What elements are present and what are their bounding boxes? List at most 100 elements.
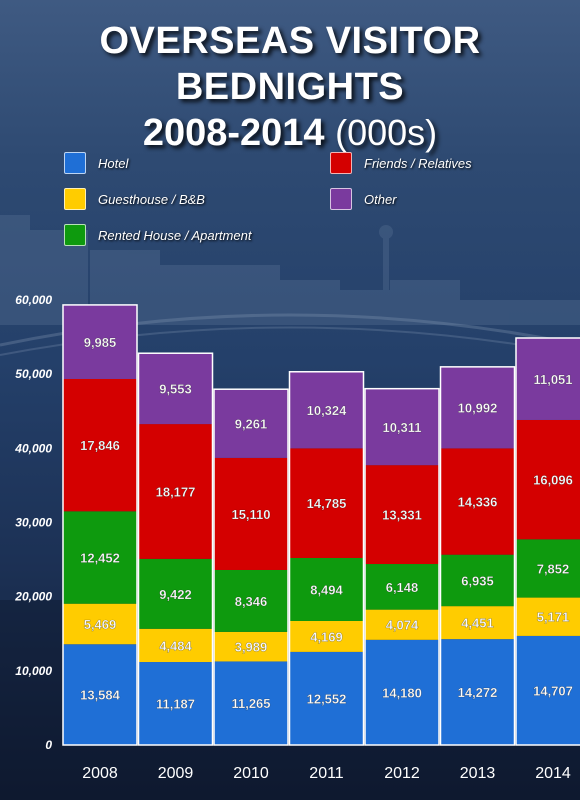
data-label: 15,110: [231, 507, 270, 522]
bar-segment: [516, 539, 580, 598]
bar-outline: [288, 371, 365, 746]
legend-swatch-rented: [64, 224, 86, 246]
bar-segment: [63, 603, 137, 645]
data-label: 10,992: [458, 401, 498, 416]
bar-segment: [214, 661, 288, 745]
bar-segment: [289, 557, 364, 621]
bar-segment: [138, 662, 213, 745]
y-tick-label: 0: [45, 738, 52, 752]
bar-segment: [289, 651, 364, 745]
data-label: 9,422: [159, 587, 192, 602]
data-label: 16,096: [533, 473, 573, 488]
data-label: 7,852: [537, 561, 570, 576]
bar-segment: [365, 639, 439, 745]
y-tick-label: 30,000: [15, 516, 52, 530]
title-unit: (000s): [335, 112, 438, 153]
data-label: 9,553: [159, 382, 192, 397]
bar-segment: [516, 419, 580, 540]
data-label: 4,484: [159, 638, 192, 653]
x-tick-label: 2011: [309, 765, 344, 782]
bar-segment: [365, 609, 439, 640]
bar-segment: [214, 631, 288, 662]
title-years: 2008-2014: [142, 112, 325, 154]
data-label: 10,311: [382, 420, 421, 435]
data-label: 8,346: [235, 594, 268, 609]
title-line-2: 2008-2014 (000s): [0, 110, 580, 156]
legend-item-guesthouse: Guesthouse / B&B: [64, 188, 205, 210]
data-label: 12,452: [80, 551, 120, 566]
bar-outline: [62, 304, 138, 746]
legend-item-other: Other: [330, 188, 397, 210]
legend-swatch-other: [330, 188, 352, 210]
data-label: 11,051: [533, 372, 572, 387]
data-label: 12,552: [307, 691, 347, 706]
data-label: 14,336: [458, 495, 498, 510]
data-label: 4,074: [386, 618, 419, 633]
y-tick-label: 20,000: [14, 590, 52, 604]
data-label: 4,169: [310, 629, 343, 644]
data-label: 9,261: [235, 417, 268, 432]
bar-segment: [138, 424, 213, 559]
bar-segment: [289, 448, 364, 558]
bar-segment: [214, 457, 288, 570]
bar-segment: [516, 635, 580, 745]
legend-label-hotel: Hotel: [98, 155, 129, 171]
bar-segment: [214, 389, 288, 458]
bar-segment: [63, 644, 137, 745]
bar-segment: [63, 511, 137, 604]
title-line-1: OVERSEAS VISITOR BEDNIGHTS: [99, 20, 481, 108]
x-tick-label: 2008: [82, 765, 118, 782]
y-tick-label: 40,000: [14, 441, 52, 455]
bar-segment: [138, 353, 213, 425]
data-label: 14,707: [533, 683, 573, 698]
legend-label-friends: Friends / Relatives: [364, 155, 472, 171]
bar-outline: [213, 388, 289, 746]
legend-label-guesthouse: Guesthouse / B&B: [98, 191, 205, 207]
data-label: 11,187: [156, 697, 195, 712]
legend-swatch-guesthouse: [64, 188, 86, 210]
data-label: 11,265: [231, 696, 270, 711]
bar-segment: [63, 304, 137, 379]
bar-segment: [440, 448, 515, 555]
data-label: 13,584: [80, 688, 121, 703]
bar-segment: [365, 465, 439, 565]
data-label: 13,331: [382, 508, 422, 523]
legend-swatch-friends: [330, 152, 352, 174]
y-tick-label: 10,000: [15, 664, 52, 678]
bar-segment: [365, 564, 439, 610]
data-label: 14,272: [458, 685, 498, 700]
bar-segment: [63, 378, 137, 512]
x-tick-label: 2013: [460, 765, 496, 782]
bar-segment: [138, 558, 213, 629]
data-label: 14,180: [382, 685, 422, 700]
x-tick-label: 2014: [535, 765, 571, 782]
y-tick-label: 50,000: [15, 367, 52, 381]
y-tick-label: 60,000: [15, 293, 52, 307]
data-label: 3,989: [235, 640, 268, 655]
legend-item-friends: Friends / Relatives: [330, 152, 472, 174]
data-label: 8,494: [310, 582, 343, 597]
bar-segment: [289, 620, 364, 652]
legend-item-rented: Rented House / Apartment: [64, 224, 251, 246]
bar-outline: [137, 352, 214, 746]
data-label: 5,469: [84, 617, 117, 632]
data-label: 10,324: [307, 403, 348, 418]
data-label: 5,171: [537, 610, 570, 625]
bar-outline: [439, 366, 516, 746]
legend: Hotel Guesthouse / B&B Rented House / Ap…: [0, 0, 580, 260]
bar-segment: [138, 628, 213, 663]
x-tick-label: 2009: [158, 765, 194, 782]
chart-title: OVERSEAS VISITOR BEDNIGHTS 2008-2014 (00…: [0, 18, 580, 156]
data-label: 6,148: [386, 580, 419, 595]
bar-segment: [440, 606, 515, 640]
bar-segment: [516, 597, 580, 636]
bar-outline: [515, 337, 580, 746]
data-label: 17,846: [80, 438, 120, 453]
bar-segment: [365, 388, 439, 466]
data-label: 4,451: [461, 616, 494, 631]
data-label: 6,935: [461, 573, 494, 588]
data-label: 18,177: [156, 484, 196, 499]
bar-segment: [440, 554, 515, 607]
bar-segment: [289, 371, 364, 449]
